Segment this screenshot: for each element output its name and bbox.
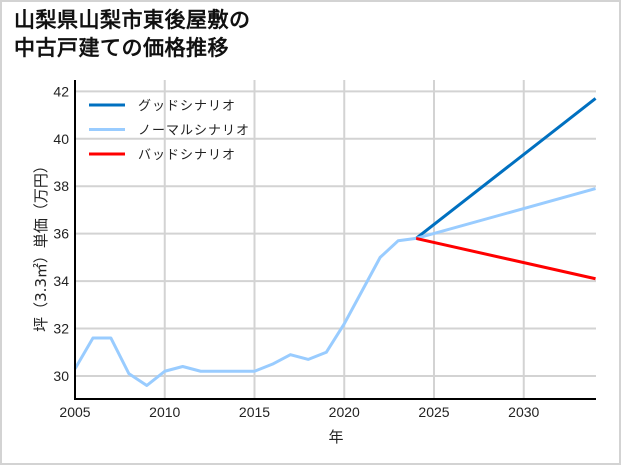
series-line-2 xyxy=(415,236,596,281)
legend-label-0: グッドシナリオ xyxy=(138,99,236,114)
legend-label-2: バッドシナリオ xyxy=(138,148,236,163)
chart-title-line2: 中古戸建ての価格推移 xyxy=(14,36,229,60)
y-tick-label: 42 xyxy=(53,83,69,99)
x-tick-label: 2025 xyxy=(418,404,449,420)
series-line-1 xyxy=(415,187,596,240)
series-line-0 xyxy=(415,97,597,240)
x-tick-label: 2010 xyxy=(149,404,180,420)
y-tick-label: 36 xyxy=(53,226,69,242)
x-tick-label: 2020 xyxy=(329,404,360,420)
x-tick-label: 2015 xyxy=(239,404,270,420)
y-axis-label: 坪（3.3㎡）単価（万円） xyxy=(32,158,50,332)
y-tick-label: 34 xyxy=(53,273,69,289)
tick-labels: 30 32 34 36 38 40 42 2005 2010 2015 2020 2025 2030 xyxy=(53,83,539,420)
historical-line xyxy=(73,236,417,387)
y-tick-label: 32 xyxy=(53,321,69,337)
y-tick-label: 30 xyxy=(53,368,69,384)
x-tick-label: 2030 xyxy=(508,404,539,420)
chart-title: 山梨県山梨市東後屋敷の 中古戸建ての価格推移 xyxy=(14,6,251,62)
data-lines xyxy=(73,97,597,387)
x-tick-label: 2005 xyxy=(59,404,90,420)
y-tick-label: 40 xyxy=(53,131,69,147)
axes xyxy=(74,80,596,400)
grid-lines xyxy=(75,80,596,399)
legend-label-1: ノーマルシナリオ xyxy=(138,124,250,139)
chart-title-line1: 山梨県山梨市東後屋敷の xyxy=(14,8,251,32)
y-tick-label: 38 xyxy=(53,178,69,194)
x-axis-label: 年 xyxy=(328,428,343,446)
